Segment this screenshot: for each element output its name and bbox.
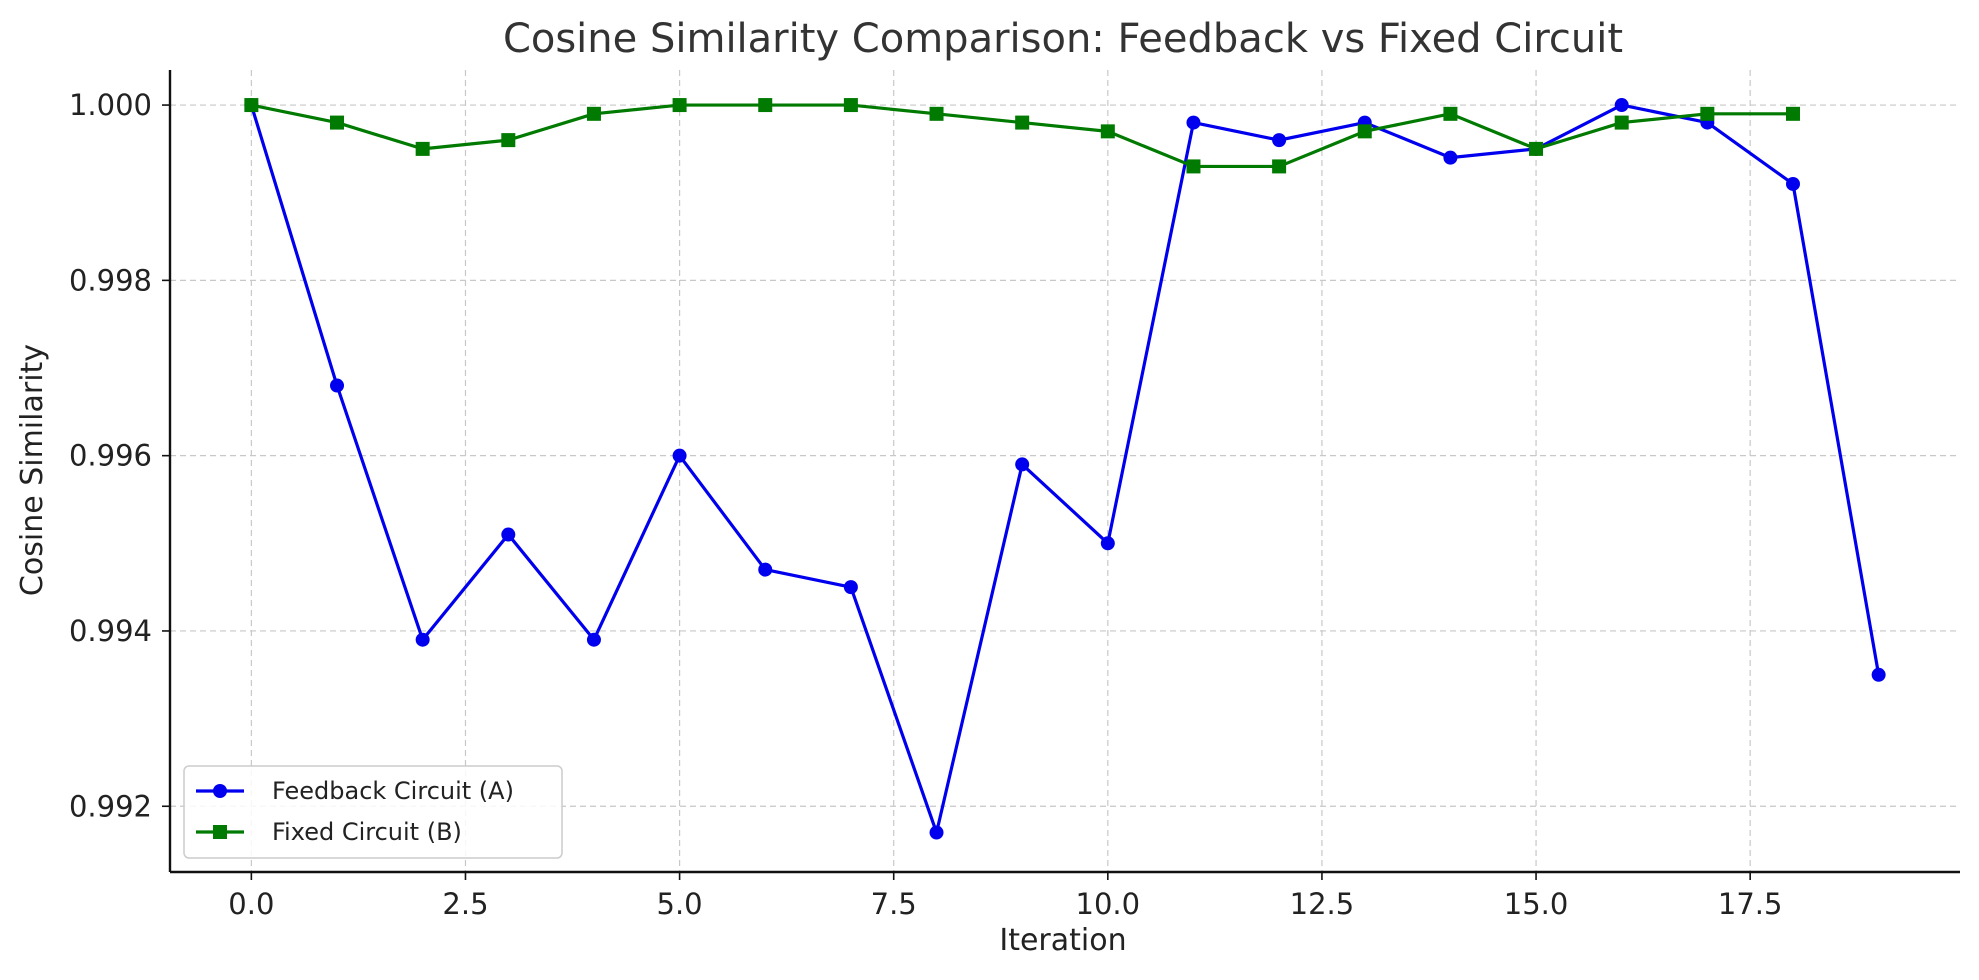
y-tick-label: 1.000 <box>69 88 152 122</box>
x-tick-label: 2.5 <box>442 887 488 921</box>
data-point <box>1443 150 1458 165</box>
data-point <box>501 527 516 542</box>
legend-label: Feedback Circuit (A) <box>272 777 514 805</box>
data-point <box>330 115 345 130</box>
x-tick-label: 5.0 <box>657 887 703 921</box>
y-tick-label: 0.992 <box>69 789 152 823</box>
data-point <box>244 98 259 113</box>
data-point <box>1785 106 1800 121</box>
y-tick-label: 0.994 <box>69 614 152 648</box>
data-point <box>1272 159 1287 174</box>
data-point <box>1015 457 1030 472</box>
series-layer <box>244 98 1886 840</box>
data-point <box>1614 115 1629 130</box>
data-point <box>330 378 345 393</box>
data-point <box>1700 106 1715 121</box>
x-axis-label: Iteration <box>999 923 1126 958</box>
legend: Feedback Circuit (A) Fixed Circuit (B) <box>183 765 563 859</box>
y-tick-label: 0.996 <box>69 439 152 473</box>
data-point <box>843 580 858 595</box>
data-point <box>415 141 430 156</box>
x-tick-label: 10.0 <box>1076 887 1141 921</box>
axes <box>168 70 1960 874</box>
x-tick-label: 7.5 <box>871 887 917 921</box>
x-tick-label: 12.5 <box>1290 887 1355 921</box>
legend-label: Fixed Circuit (B) <box>272 818 462 846</box>
legend-box <box>183 765 563 859</box>
grid <box>170 70 1960 872</box>
x-tick-label: 17.5 <box>1718 887 1783 921</box>
data-point <box>1529 141 1544 156</box>
series-fixed-circuit-b <box>244 98 1800 174</box>
data-point <box>758 562 773 577</box>
data-point <box>1100 124 1115 139</box>
data-point <box>1015 115 1030 130</box>
data-point <box>586 106 601 121</box>
data-point <box>1871 667 1886 682</box>
data-point <box>1443 106 1458 121</box>
legend-marker <box>213 825 227 839</box>
data-point <box>586 632 601 647</box>
y-tick-label: 0.998 <box>69 263 152 297</box>
data-point <box>758 98 773 113</box>
data-point <box>929 825 944 840</box>
x-tick-label: 15.0 <box>1504 887 1569 921</box>
data-point <box>929 106 944 121</box>
data-point <box>843 98 858 113</box>
y-axis-label: Cosine Similarity <box>15 344 50 596</box>
data-point <box>1785 176 1800 191</box>
data-point <box>672 448 687 463</box>
data-point <box>1357 124 1372 139</box>
legend-marker <box>213 784 227 798</box>
data-point <box>415 632 430 647</box>
data-point <box>1100 536 1115 551</box>
data-point <box>1614 98 1629 113</box>
ticks: 0.0 2.5 5.0 7.5 10.0 12.5 15.0 17.5 0.992 0.994 0.… <box>69 88 1782 921</box>
data-point <box>672 98 687 113</box>
chart-title: Cosine Similarity Comparison: Feedback v… <box>503 16 1623 62</box>
data-point <box>1186 115 1201 130</box>
data-point <box>1272 133 1287 148</box>
series-feedback-circuit-a <box>244 98 1886 840</box>
data-point <box>501 133 516 148</box>
series-line <box>249 103 1881 835</box>
data-point <box>1186 159 1201 174</box>
x-tick-label: 0.0 <box>228 887 274 921</box>
